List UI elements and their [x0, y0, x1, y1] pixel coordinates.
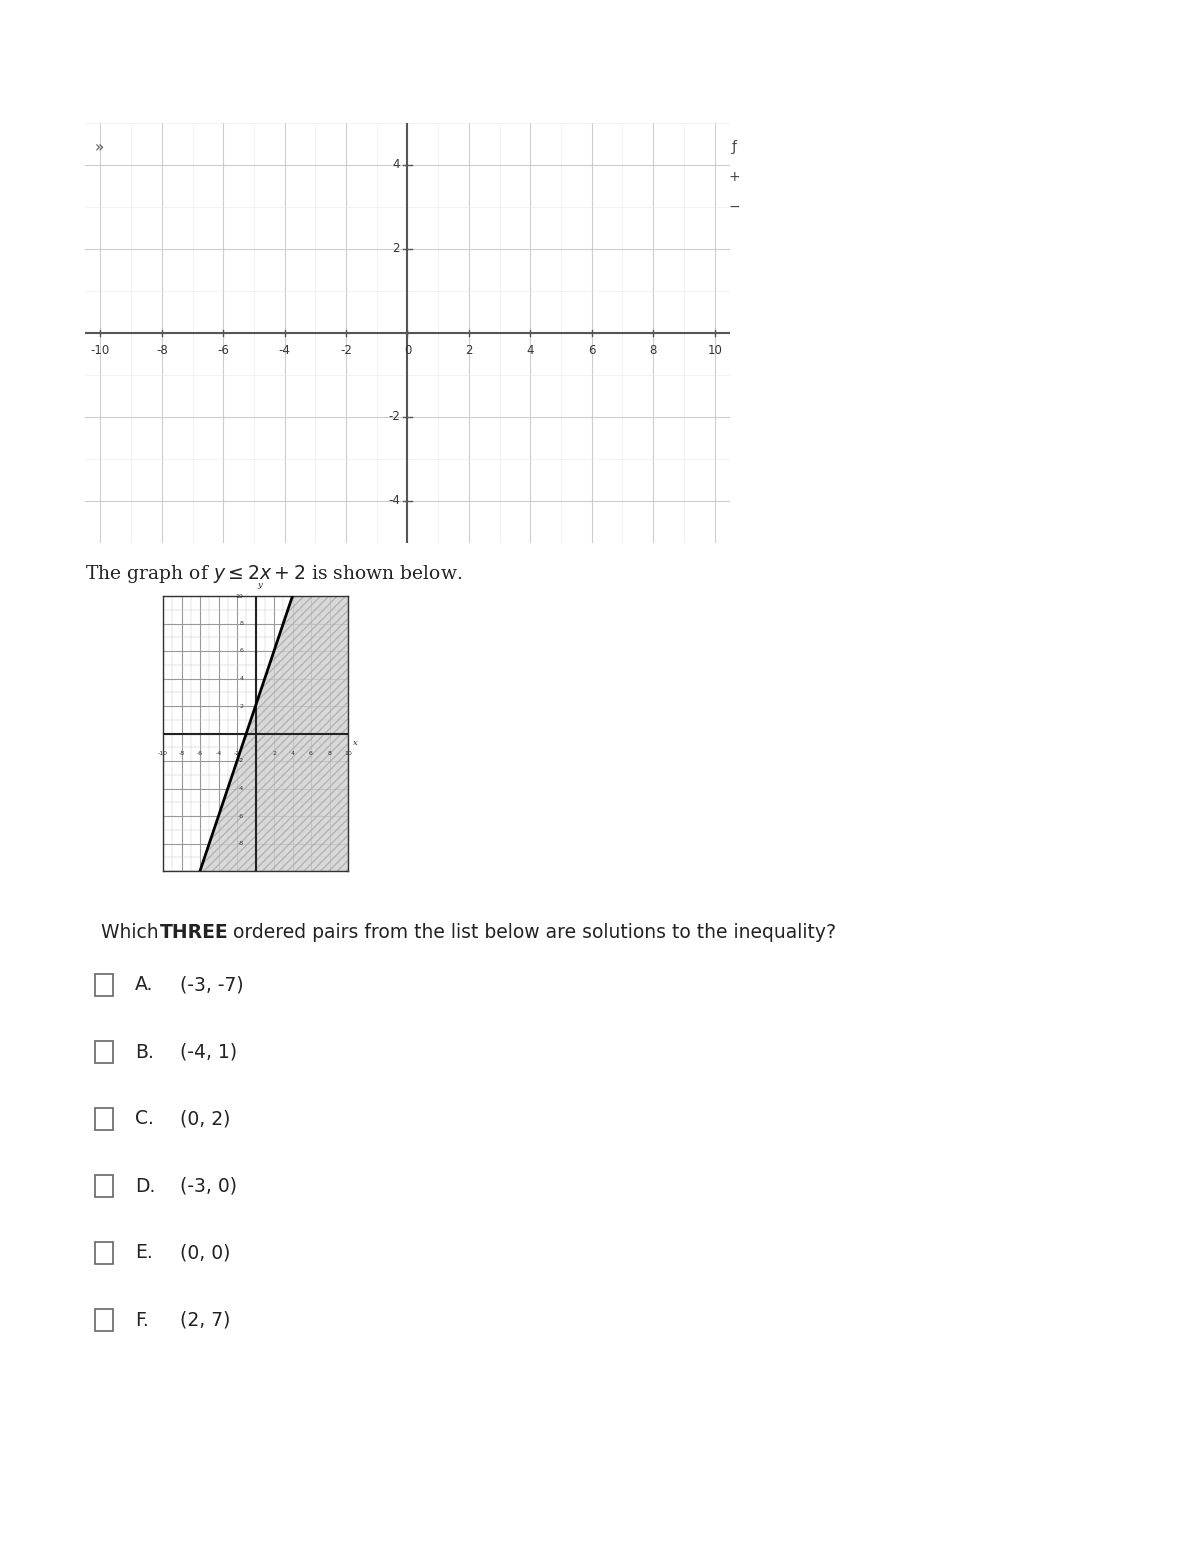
Text: +: +: [728, 169, 740, 183]
Text: x: x: [353, 739, 358, 747]
Text: Which: Which: [101, 922, 164, 943]
Text: ƒ: ƒ: [732, 140, 737, 154]
Text: A.: A.: [134, 975, 154, 994]
Text: 10: 10: [707, 343, 722, 357]
Text: 6: 6: [588, 343, 595, 357]
Text: -4: -4: [238, 786, 244, 790]
Text: D.: D.: [134, 1177, 155, 1196]
Text: -8: -8: [179, 752, 185, 756]
Text: B.: B.: [134, 1042, 154, 1062]
Text: 8: 8: [240, 621, 244, 626]
Text: -8: -8: [156, 343, 168, 357]
Text: 2: 2: [240, 704, 244, 708]
Text: 8: 8: [649, 343, 656, 357]
Text: 2: 2: [466, 343, 473, 357]
Text: -10: -10: [158, 752, 168, 756]
Text: -8: -8: [238, 842, 244, 846]
Text: -2: -2: [340, 343, 352, 357]
Text: (0, 0): (0, 0): [180, 1244, 230, 1263]
Text: (0, 2): (0, 2): [180, 1109, 230, 1129]
Text: THREE: THREE: [160, 922, 228, 943]
Text: 2: 2: [272, 752, 276, 756]
Text: (-4, 1): (-4, 1): [180, 1042, 238, 1062]
Text: 2: 2: [392, 242, 400, 256]
Text: 10: 10: [235, 593, 244, 598]
Text: -6: -6: [197, 752, 203, 756]
Text: 6: 6: [310, 752, 313, 756]
Text: »: »: [95, 140, 103, 155]
Text: 4: 4: [527, 343, 534, 357]
Text: 0: 0: [404, 343, 412, 357]
Text: (-3, 0): (-3, 0): [180, 1177, 238, 1196]
Text: -2: -2: [234, 752, 240, 756]
Text: 4: 4: [240, 676, 244, 682]
Text: -6: -6: [217, 343, 229, 357]
Text: |  Texas  |  Grade 8, EOC (Math) Version: | Texas | Grade 8, EOC (Math) Version: [169, 98, 480, 113]
Text: 8: 8: [328, 752, 331, 756]
Text: -2: -2: [238, 758, 244, 764]
Text: -4: -4: [278, 343, 290, 357]
Text: 4: 4: [290, 752, 294, 756]
Text: The graph of $y \leq 2x + 2$ is shown below.: The graph of $y \leq 2x + 2$ is shown be…: [85, 564, 462, 585]
Text: (2, 7): (2, 7): [180, 1311, 230, 1329]
Text: -4: -4: [388, 494, 400, 508]
Text: y: y: [258, 581, 263, 589]
Text: 10: 10: [344, 752, 352, 756]
Text: -2: -2: [388, 410, 400, 424]
Text: −: −: [728, 200, 740, 214]
Text: C.: C.: [134, 1109, 154, 1129]
Text: desmos: desmos: [97, 96, 181, 115]
Text: -4: -4: [215, 752, 222, 756]
Text: F.: F.: [134, 1311, 149, 1329]
Text: 4: 4: [392, 158, 400, 171]
Text: ordered pairs from the list below are solutions to the inequality?: ordered pairs from the list below are so…: [228, 922, 836, 943]
Text: 6: 6: [240, 649, 244, 654]
Text: (-3, -7): (-3, -7): [180, 975, 244, 994]
Text: E.: E.: [134, 1244, 152, 1263]
Text: -6: -6: [238, 814, 244, 818]
Text: -10: -10: [91, 343, 110, 357]
